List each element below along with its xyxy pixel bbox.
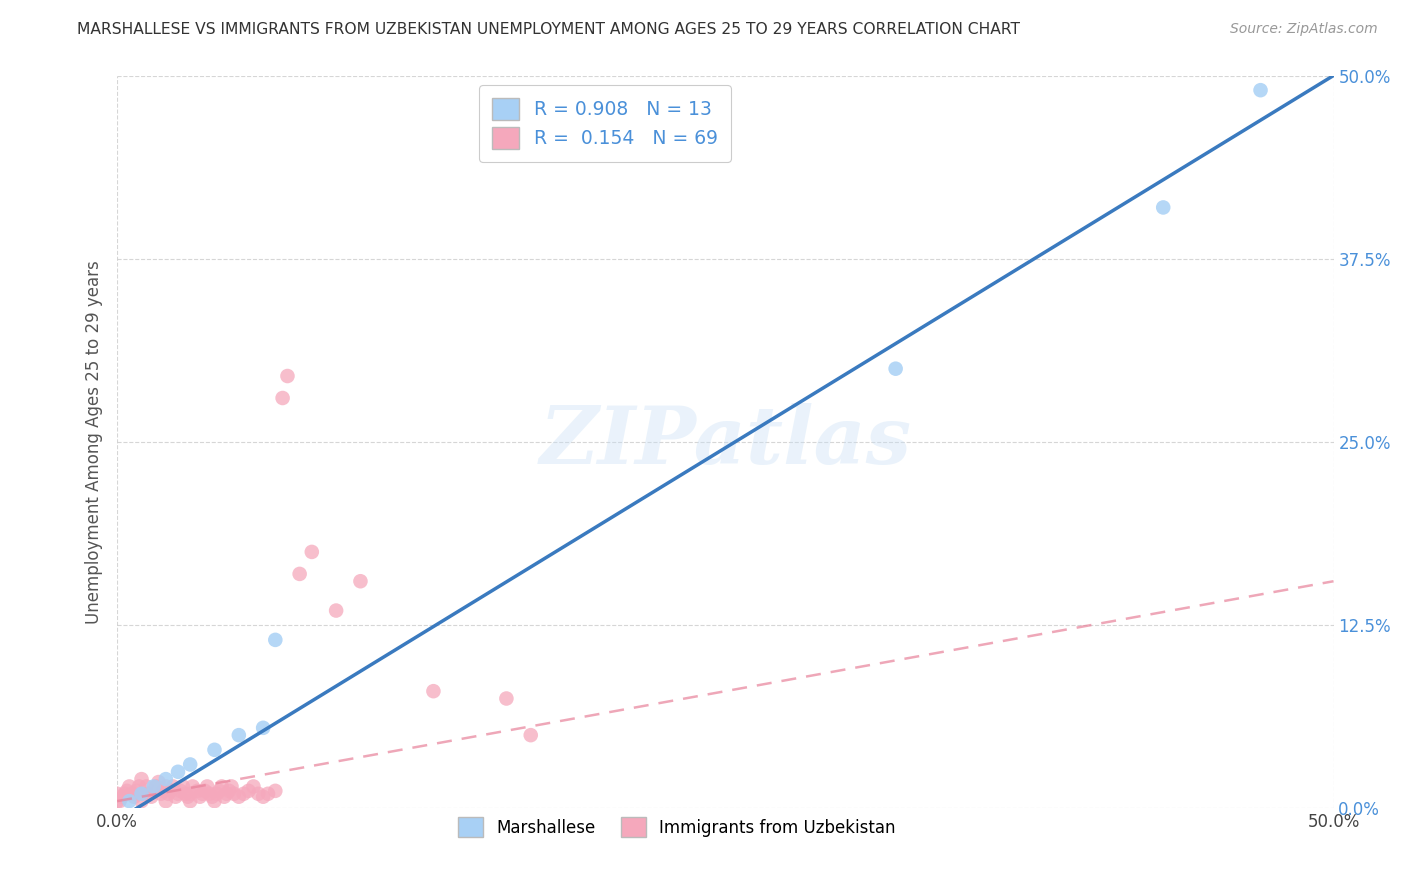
- Point: [1152, 201, 1174, 215]
- Point: [138, 787, 160, 801]
- Point: [288, 566, 311, 581]
- Point: [325, 603, 347, 617]
- Point: [149, 787, 172, 801]
- Point: [204, 794, 226, 808]
- Point: [125, 784, 148, 798]
- Point: [131, 772, 153, 786]
- Point: [115, 784, 138, 798]
- Point: [142, 780, 165, 794]
- Text: ZIPatlas: ZIPatlas: [540, 403, 911, 481]
- Point: [141, 789, 163, 804]
- Point: [264, 632, 287, 647]
- Point: [105, 794, 128, 808]
- Point: [232, 787, 254, 801]
- Point: [208, 784, 231, 798]
- Point: [205, 787, 228, 801]
- Text: Source: ZipAtlas.com: Source: ZipAtlas.com: [1230, 22, 1378, 37]
- Point: [191, 787, 214, 801]
- Point: [174, 787, 197, 801]
- Point: [155, 794, 177, 808]
- Point: [162, 780, 184, 794]
- Point: [122, 789, 145, 804]
- Point: [422, 684, 444, 698]
- Point: [247, 787, 270, 801]
- Point: [128, 780, 150, 794]
- Point: [159, 784, 181, 798]
- Point: [167, 764, 190, 779]
- Point: [118, 794, 141, 808]
- Legend: Marshallese, Immigrants from Uzbekistan: Marshallese, Immigrants from Uzbekistan: [451, 811, 903, 844]
- Point: [186, 784, 208, 798]
- Point: [1250, 83, 1272, 97]
- Point: [215, 787, 238, 801]
- Point: [257, 787, 280, 801]
- Point: [204, 743, 226, 757]
- Point: [152, 784, 174, 798]
- Point: [157, 787, 180, 801]
- Point: [172, 780, 194, 794]
- Point: [211, 780, 233, 794]
- Point: [218, 784, 240, 798]
- Point: [242, 780, 264, 794]
- Point: [142, 784, 165, 798]
- Point: [165, 789, 187, 804]
- Point: [349, 574, 371, 589]
- Point: [179, 757, 201, 772]
- Point: [179, 787, 201, 801]
- Point: [495, 691, 517, 706]
- Point: [131, 787, 153, 801]
- Point: [201, 789, 224, 804]
- Point: [276, 369, 298, 384]
- Point: [179, 794, 201, 808]
- Point: [135, 780, 157, 794]
- Point: [188, 789, 211, 804]
- Point: [105, 787, 128, 801]
- Point: [169, 784, 191, 798]
- Point: [228, 789, 250, 804]
- Point: [884, 361, 907, 376]
- Point: [177, 789, 200, 804]
- Point: [212, 789, 235, 804]
- Point: [118, 780, 141, 794]
- Point: [145, 780, 167, 794]
- Point: [264, 784, 287, 798]
- Point: [198, 787, 221, 801]
- Point: [121, 787, 143, 801]
- Point: [252, 721, 274, 735]
- Point: [114, 787, 136, 801]
- Point: [167, 787, 190, 801]
- Point: [181, 780, 204, 794]
- Point: [221, 780, 243, 794]
- Point: [108, 794, 131, 808]
- Y-axis label: Unemployment Among Ages 25 to 29 years: Unemployment Among Ages 25 to 29 years: [86, 260, 103, 624]
- Point: [252, 789, 274, 804]
- Point: [148, 775, 170, 789]
- Point: [195, 780, 218, 794]
- Point: [222, 787, 245, 801]
- Point: [301, 545, 323, 559]
- Point: [111, 789, 134, 804]
- Text: MARSHALLESE VS IMMIGRANTS FROM UZBEKISTAN UNEMPLOYMENT AMONG AGES 25 TO 29 YEARS: MARSHALLESE VS IMMIGRANTS FROM UZBEKISTA…: [77, 22, 1021, 37]
- Point: [155, 772, 177, 786]
- Point: [238, 784, 260, 798]
- Point: [271, 391, 294, 405]
- Point: [131, 794, 153, 808]
- Point: [519, 728, 541, 742]
- Point: [131, 787, 153, 801]
- Point: [194, 784, 217, 798]
- Point: [228, 728, 250, 742]
- Point: [155, 780, 177, 794]
